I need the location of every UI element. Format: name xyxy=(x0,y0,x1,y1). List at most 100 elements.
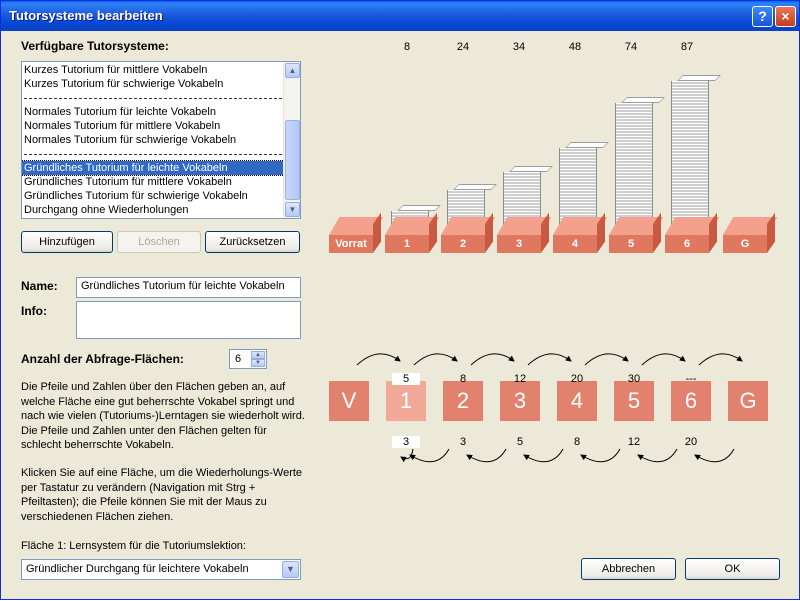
move-arrow[interactable] xyxy=(523,448,564,463)
bad-interval-label[interactable]: 5 xyxy=(516,436,524,448)
card-box-label: 6 xyxy=(665,235,709,253)
repetition-tile[interactable]: 5 xyxy=(614,381,654,421)
bad-interval-label[interactable]: 3 xyxy=(392,436,420,448)
scroll-thumb[interactable] xyxy=(285,120,300,200)
help-text-arrows: Die Pfeile und Zahlen über den Flächen g… xyxy=(21,381,305,451)
bad-interval-label[interactable]: 20 xyxy=(684,436,698,448)
move-arrow[interactable] xyxy=(698,353,743,366)
card-box[interactable]: Vorrat xyxy=(329,212,384,253)
card-box-label: 2 xyxy=(441,235,485,253)
repetition-tile[interactable]: 2 xyxy=(443,381,483,421)
good-interval-label[interactable]: --- xyxy=(685,373,697,385)
help-text-click: Klicken Sie auf eine Fläche, um die Wied… xyxy=(21,467,303,523)
stepper-up-icon[interactable]: ▲ xyxy=(251,351,265,359)
list-item[interactable]: Gründliches Tutorium für schwierige Voka… xyxy=(24,190,248,202)
box-count-label: 34 xyxy=(512,41,526,53)
repetition-tile[interactable]: 3 xyxy=(500,381,540,421)
close-button[interactable]: × xyxy=(775,6,796,27)
list-item[interactable]: Kurzes Tutorium für schwierige Vokabeln xyxy=(24,78,224,90)
delete-button[interactable]: Löschen xyxy=(117,231,201,253)
move-arrow[interactable] xyxy=(527,353,572,366)
good-interval-label[interactable]: 30 xyxy=(627,373,641,385)
move-arrow[interactable] xyxy=(641,353,686,366)
name-label: Name: xyxy=(21,279,58,293)
bad-interval-label[interactable]: 8 xyxy=(573,436,581,448)
card-box[interactable]: 3 xyxy=(497,212,552,253)
area1-label: Fläche 1: Lernsystem für die Tutoriumsle… xyxy=(21,540,246,552)
box-count-label: 8 xyxy=(403,41,411,53)
stepper-down-icon[interactable]: ▼ xyxy=(251,359,265,367)
bad-interval-label[interactable]: 3 xyxy=(459,436,467,448)
info-field[interactable] xyxy=(76,301,301,339)
repetition-tile[interactable]: 4 xyxy=(557,381,597,421)
card-box[interactable]: 4 xyxy=(553,212,608,253)
card-box[interactable]: 5 xyxy=(609,212,664,253)
list-item[interactable]: Gründliches Tutorium für leichte Vokabel… xyxy=(22,160,285,176)
area1-select-value: Gründlicher Durchgang für leichtere Voka… xyxy=(26,563,249,575)
name-field[interactable]: Gründliches Tutorium für leichte Vokabel… xyxy=(76,277,301,298)
card-box[interactable]: G xyxy=(723,212,778,253)
repetition-tile[interactable]: 1 xyxy=(386,381,426,421)
card-box-label: 5 xyxy=(609,235,653,253)
card-stack[interactable] xyxy=(503,166,553,225)
move-arrow[interactable] xyxy=(413,353,458,366)
card-stack[interactable] xyxy=(559,142,609,225)
good-interval-label[interactable]: 12 xyxy=(513,373,527,385)
card-box-label: 1 xyxy=(385,235,429,253)
list-item[interactable]: Normales Tutorium für schwierige Vokabel… xyxy=(24,134,237,146)
move-arrow[interactable] xyxy=(466,448,507,463)
card-box[interactable]: 2 xyxy=(441,212,496,253)
card-box[interactable]: 1 xyxy=(385,212,440,253)
card-box-label: 4 xyxy=(553,235,597,253)
scroll-down-icon[interactable]: ▼ xyxy=(285,202,300,217)
move-arrow[interactable] xyxy=(580,448,621,463)
area1-select[interactable]: Gründlicher Durchgang für leichtere Voka… xyxy=(21,559,301,580)
title-bar[interactable]: Tutorsysteme bearbeiten ? × xyxy=(1,1,799,31)
repetition-tile[interactable]: V xyxy=(329,381,369,421)
tutor-system-list[interactable]: Kurzes Tutorium für mittlere Vokabeln Kur… xyxy=(21,61,301,219)
card-stack[interactable] xyxy=(671,75,721,225)
list-separator xyxy=(22,91,284,105)
good-interval-label[interactable]: 20 xyxy=(570,373,584,385)
repetition-tile[interactable]: 6 xyxy=(671,381,711,421)
good-interval-label[interactable]: 5 xyxy=(392,373,420,385)
card-box-label: 3 xyxy=(497,235,541,253)
areas-stepper[interactable]: 6 ▲ ▼ xyxy=(229,349,267,369)
list-separator xyxy=(22,147,284,161)
card-box-label: Vorrat xyxy=(329,235,373,253)
move-arrow[interactable] xyxy=(584,353,629,366)
cancel-button[interactable]: Abbrechen xyxy=(581,558,676,580)
card-box[interactable]: 6 xyxy=(665,212,720,253)
move-arrow[interactable] xyxy=(409,448,450,463)
repetition-tile[interactable]: G xyxy=(728,381,768,421)
list-item[interactable]: Gründliches Tutorium für mittlere Vokabe… xyxy=(24,176,232,188)
chevron-down-icon[interactable]: ▼ xyxy=(282,561,299,578)
ok-button[interactable]: OK xyxy=(685,558,780,580)
reset-button[interactable]: Zurücksetzen xyxy=(205,231,300,253)
move-arrow[interactable] xyxy=(356,353,401,366)
areas-value: 6 xyxy=(235,353,242,365)
bad-interval-label[interactable]: 12 xyxy=(627,436,641,448)
box-count-label: 74 xyxy=(624,41,638,53)
list-item[interactable]: Kurzes Tutorium für mittlere Vokabeln xyxy=(24,64,208,76)
window-title: Tutorsysteme bearbeiten xyxy=(9,8,163,23)
add-button[interactable]: Hinzufügen xyxy=(21,231,113,253)
list-item[interactable]: Durchgang ohne Wiederholungen xyxy=(24,204,189,216)
move-arrow[interactable] xyxy=(694,448,735,463)
move-arrow[interactable] xyxy=(470,353,515,366)
scroll-up-icon[interactable]: ▲ xyxy=(285,63,300,78)
areas-label: Anzahl der Abfrage-Flächen: xyxy=(21,352,184,366)
move-arrow[interactable] xyxy=(400,448,414,463)
box-count-label: 87 xyxy=(680,41,694,53)
box-count-label: 24 xyxy=(456,41,470,53)
help-button[interactable]: ? xyxy=(752,6,773,27)
list-item[interactable]: Normales Tutorium für leichte Vokabeln xyxy=(24,106,216,118)
list-item[interactable]: Normales Tutorium für mittlere Vokabeln xyxy=(24,120,221,132)
good-interval-label[interactable]: 8 xyxy=(459,373,467,385)
list-scrollbar[interactable]: ▲ ▼ xyxy=(283,62,300,218)
list-section-label: Verfügbare Tutorsysteme: xyxy=(21,39,169,53)
card-stack[interactable] xyxy=(615,97,665,225)
move-arrow[interactable] xyxy=(637,448,678,463)
